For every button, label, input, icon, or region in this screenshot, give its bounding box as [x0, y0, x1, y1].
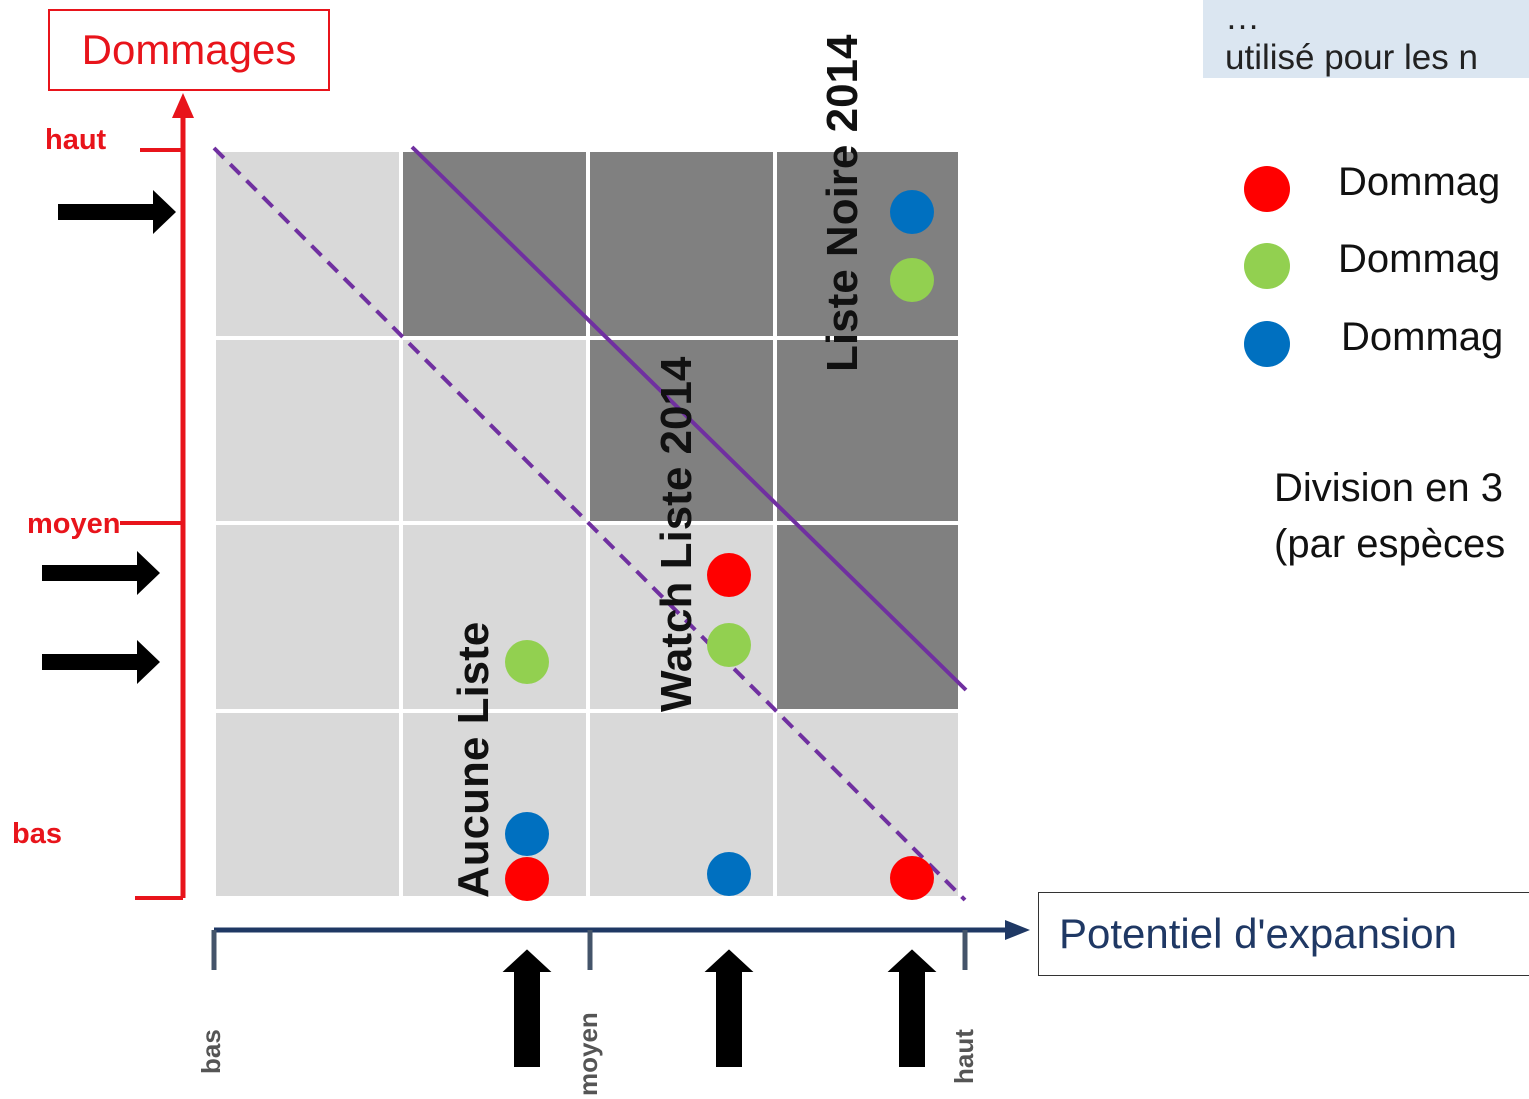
grid-cell	[586, 148, 777, 340]
grid-cell	[773, 148, 962, 340]
x-axis-arrowhead	[1005, 920, 1030, 940]
legend-label-red: Dommag	[1338, 160, 1501, 204]
division-note: Division en 3 (par espèces	[1274, 460, 1505, 572]
grid-cell	[399, 709, 590, 900]
grid-cell	[773, 521, 962, 713]
data-point-green	[890, 258, 934, 302]
red-dot-icon	[1244, 166, 1290, 212]
data-point-blue	[505, 812, 549, 856]
legend-label-blue: Dommag	[1341, 315, 1504, 359]
data-point-green	[707, 623, 751, 667]
info-note-line-1: …	[1225, 0, 1260, 37]
grid-cell	[212, 336, 403, 525]
y-tick-high: haut	[45, 124, 107, 156]
data-point-blue	[707, 852, 751, 896]
info-note-line-2: utilisé pour les n	[1225, 38, 1478, 77]
grid-cell	[212, 521, 403, 713]
blue-dot-icon	[1244, 321, 1290, 367]
x-axis-label: Potentiel d'expansion	[1038, 892, 1529, 976]
data-point-red	[505, 857, 549, 901]
data-point-green	[505, 640, 549, 684]
pointer-arrows	[42, 190, 942, 1069]
grid-cell	[399, 521, 590, 713]
diagonal-lines	[212, 145, 968, 902]
zone-label-watch: Watch Liste 2014	[652, 356, 701, 712]
zone-label-black: Liste Noire 2014	[818, 34, 867, 373]
data-point-red	[890, 856, 934, 900]
right-arrow-icon	[58, 190, 176, 234]
y-axis-label: Dommages	[48, 9, 330, 91]
division-line-2: (par espèces	[1274, 522, 1506, 566]
right-arrow-icon	[42, 640, 160, 684]
up-arrow-icon	[497, 946, 557, 1069]
axes	[120, 93, 1030, 970]
grid-cell	[212, 709, 403, 900]
data-point-blue	[890, 190, 934, 234]
x-tick-low: bas	[196, 1029, 226, 1074]
data-points	[505, 190, 934, 901]
up-arrow-icon	[699, 946, 759, 1069]
green-dot-icon	[1244, 243, 1290, 289]
solid-diagonal	[410, 145, 968, 692]
dashed-diagonal	[212, 146, 967, 902]
legend-label-green: Dommag	[1338, 237, 1501, 281]
zone-label-none: Aucune Liste	[449, 621, 498, 898]
grid-cell	[212, 148, 403, 340]
x-tick-high: haut	[949, 1029, 979, 1084]
x-tick-medium: moyen	[573, 1012, 603, 1096]
y-axis-arrowhead	[172, 93, 194, 118]
y-tick-low: bas	[12, 818, 62, 850]
up-arrow-icon	[882, 946, 942, 1069]
info-note: … utilisé pour les n	[1203, 0, 1529, 78]
grid-cell	[773, 336, 962, 525]
grid-cell	[399, 148, 590, 340]
data-point-red	[707, 553, 751, 597]
right-arrow-icon	[42, 551, 160, 595]
division-line-1: Division en 3	[1274, 466, 1504, 510]
y-tick-medium: moyen	[27, 508, 121, 540]
